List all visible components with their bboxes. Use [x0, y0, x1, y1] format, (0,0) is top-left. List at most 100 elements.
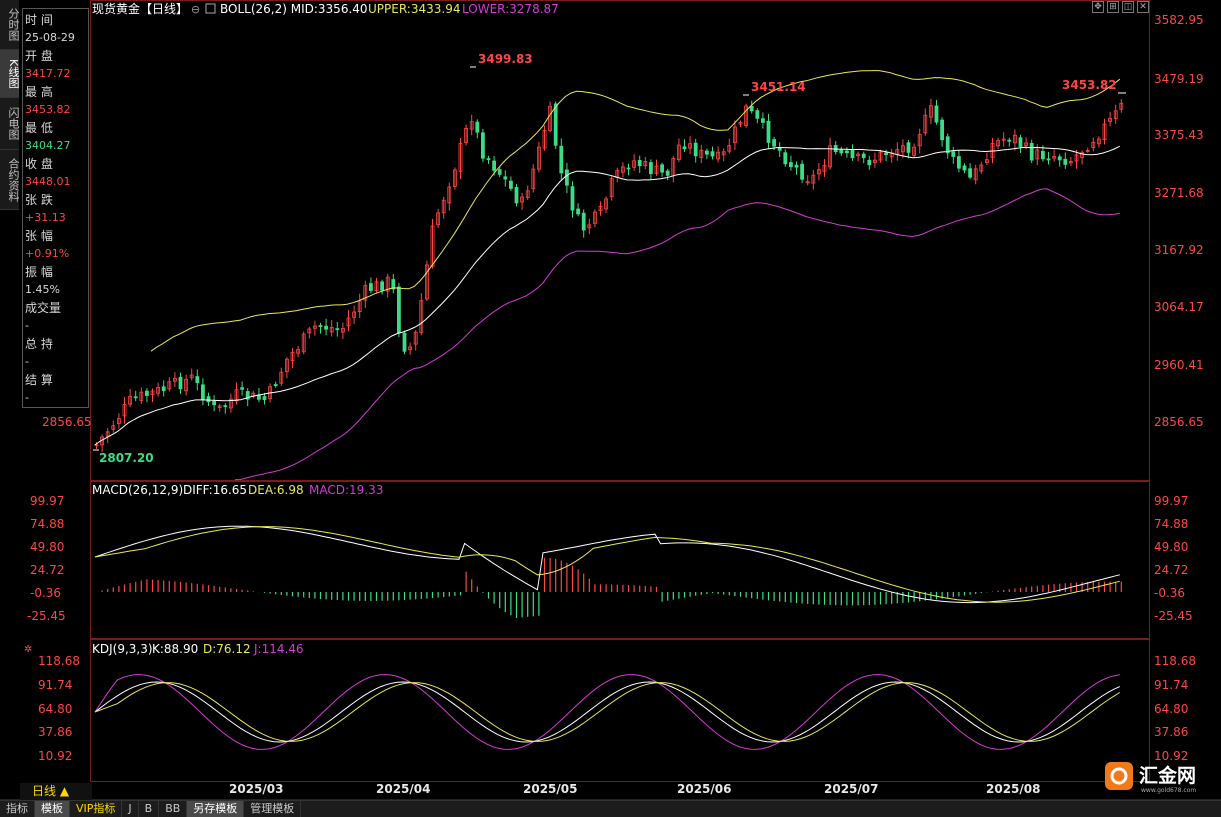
candle	[1119, 102, 1124, 110]
candle	[604, 198, 608, 210]
candle	[817, 169, 821, 175]
month-label: 2025/06	[677, 782, 731, 796]
price-tick: 3064.17	[1154, 300, 1204, 314]
kdj-title: KDJ(9,3,3)	[92, 642, 153, 656]
tab-kline[interactable]: K线图	[0, 50, 20, 98]
refresh-icon[interactable]: ⊖	[191, 3, 200, 16]
tab-templates[interactable]: 模板	[35, 801, 70, 817]
move-icon[interactable]: ✥	[1092, 1, 1104, 13]
kdj-tick: 37.86	[1154, 725, 1188, 739]
candle	[335, 328, 340, 331]
candle	[396, 286, 401, 334]
close-value: 3448.01	[25, 175, 71, 188]
macd-tick: 24.72	[1154, 563, 1188, 577]
boll-upper-line	[150, 70, 1121, 352]
candle	[1102, 123, 1107, 141]
candle	[234, 389, 239, 402]
candle	[660, 164, 664, 173]
pct-value: +0.91%	[25, 247, 70, 260]
macd-tick-left: 74.88	[30, 517, 64, 531]
candle	[537, 146, 541, 170]
candle	[1063, 158, 1068, 165]
candle	[621, 166, 625, 173]
kdj-tick: 91.74	[1154, 678, 1188, 692]
macd-tick-left: 99.97	[30, 494, 64, 508]
split-view-icon[interactable]: ◫	[1122, 1, 1134, 13]
open-label: 开 盘	[25, 49, 53, 63]
macd-tick: 99.97	[1154, 494, 1188, 508]
low-value: 3404.27	[25, 139, 71, 152]
candle	[1013, 134, 1017, 144]
kdj-pane-frame	[90, 639, 1150, 782]
kdj-settings-icon[interactable]: ✲	[24, 644, 32, 655]
candle	[195, 376, 200, 384]
kdj-tick-left: 37.86	[38, 725, 72, 739]
tab-manage-templates[interactable]: 管理模板	[244, 801, 302, 817]
crosshair-icon[interactable]: ⊞	[1107, 1, 1119, 13]
candle	[111, 425, 116, 430]
candle	[156, 387, 161, 394]
tab-vip-indicators[interactable]: VIP指标	[70, 801, 123, 817]
tab-j[interactable]: J	[122, 801, 139, 817]
main-pane-frame	[90, 0, 1150, 481]
change-label: 张 跌	[25, 193, 53, 207]
candle	[223, 405, 228, 408]
candle	[1085, 150, 1090, 152]
tab-indicators[interactable]: 指标	[0, 801, 35, 817]
candle	[755, 110, 760, 119]
candle	[486, 158, 491, 161]
tab-bb[interactable]: BB	[159, 801, 188, 817]
candle	[419, 300, 424, 334]
kdj-tick-left: 91.74	[38, 678, 72, 692]
logo-url: www.gold678.com	[1141, 787, 1196, 794]
high-label: 最 高	[25, 85, 53, 99]
candle	[1097, 138, 1101, 145]
period-selector[interactable]: 日线 ▲	[20, 783, 92, 800]
candle	[688, 143, 692, 149]
candle	[677, 144, 681, 160]
candle	[452, 169, 457, 187]
candle	[228, 398, 233, 409]
close-icon[interactable]: ✕	[1137, 1, 1149, 13]
candle	[548, 105, 552, 131]
candle	[884, 152, 888, 156]
candle	[845, 150, 849, 154]
candle	[609, 178, 614, 198]
tab-flash[interactable]: 闪电图	[0, 98, 20, 150]
candle	[800, 163, 804, 180]
tab-b[interactable]: B	[139, 801, 160, 817]
candle	[256, 394, 261, 400]
candle	[324, 325, 329, 330]
kdj-tick-left: 64.80	[38, 702, 72, 716]
kdj-k-line	[94, 681, 1121, 743]
price-tick: 2960.41	[1154, 358, 1204, 372]
tab-contract-info[interactable]: 合约资料	[0, 150, 20, 210]
candle	[727, 145, 732, 152]
tab-save-template[interactable]: 另存模板	[187, 801, 245, 817]
kdj-tick: 118.68	[1154, 654, 1196, 668]
symbol-title: 现货黄金【日线】	[92, 1, 188, 16]
boll-toggle-icon[interactable]	[205, 3, 216, 14]
candle	[957, 156, 961, 169]
candle	[665, 170, 670, 176]
macd-value-label: MACD:19.33	[309, 483, 383, 497]
chart-canvas[interactable]: 现货黄金【日线】 ⊖ BOLL(26,2) MID:3356.40 UPPER:…	[0, 0, 1221, 800]
candle	[587, 224, 592, 229]
candle	[117, 418, 121, 424]
logo-text: 汇金网	[1139, 764, 1196, 787]
candle	[1052, 156, 1056, 159]
candle	[929, 105, 933, 118]
candle	[912, 146, 916, 156]
candle	[296, 349, 301, 354]
candle	[520, 196, 524, 203]
candle	[178, 376, 183, 390]
candle	[413, 332, 418, 345]
candle	[105, 431, 110, 437]
tab-intraday[interactable]: 分时图	[0, 0, 20, 50]
candle	[458, 143, 463, 172]
candle	[850, 150, 855, 159]
kdj-d-line	[94, 682, 1121, 742]
candle	[503, 176, 508, 180]
candle	[811, 174, 816, 184]
